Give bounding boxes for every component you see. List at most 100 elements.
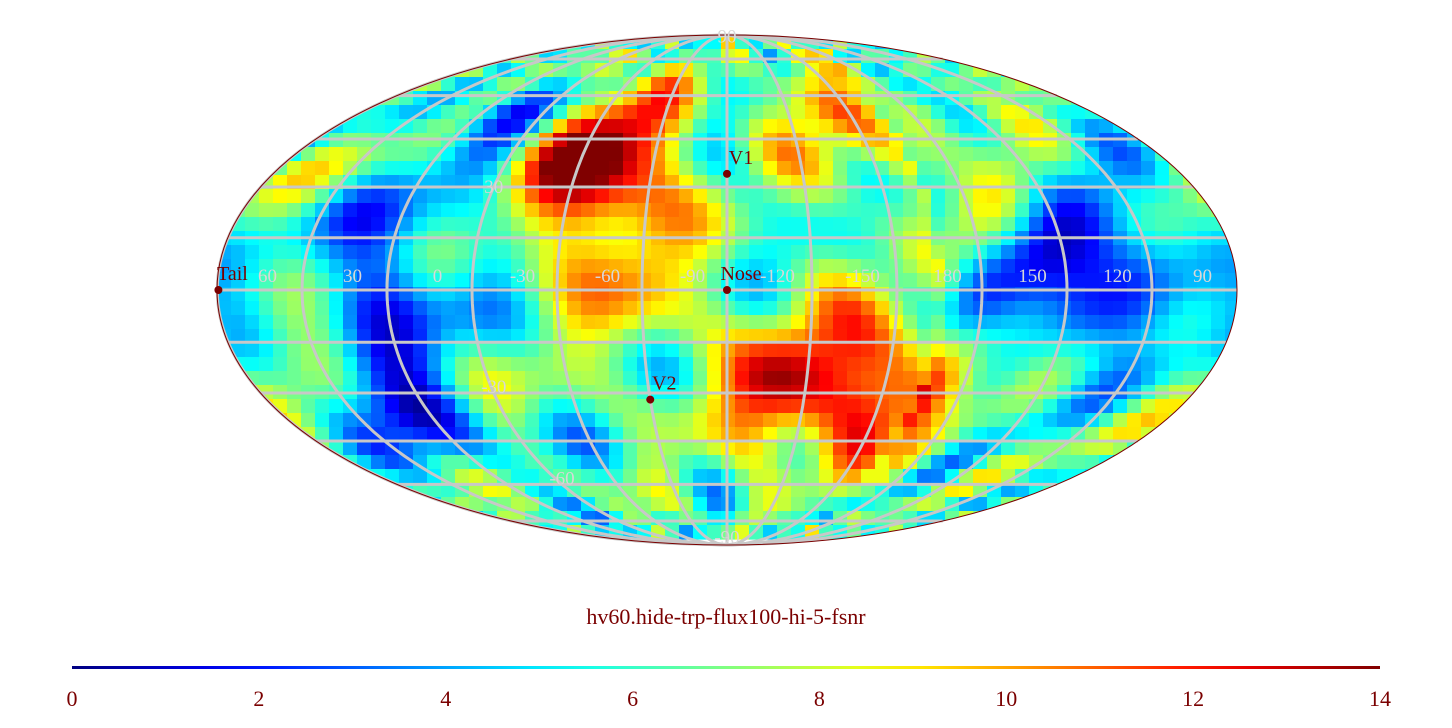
- heatmap-cell: [497, 273, 512, 288]
- heatmap-cell: [777, 329, 792, 344]
- heatmap-cell: [385, 147, 400, 162]
- heatmap-cell: [1085, 259, 1100, 274]
- heatmap-cell: [1029, 161, 1044, 176]
- heatmap-cell: [427, 301, 442, 316]
- heatmap-cell: [287, 315, 302, 330]
- heatmap-cell: [1225, 203, 1237, 218]
- heatmap-cell: [1001, 329, 1016, 344]
- heatmap-cell: [763, 469, 778, 484]
- heatmap-cell: [749, 413, 764, 428]
- heatmap-cell: [1099, 217, 1114, 232]
- heatmap-cell: [763, 399, 778, 414]
- heatmap-cell: [609, 217, 624, 232]
- heatmap-cell: [525, 315, 540, 330]
- heatmap-cell: [1127, 329, 1142, 344]
- heatmap-cell: [609, 455, 624, 470]
- heatmap-cell: [273, 343, 288, 358]
- heatmap-cell: [427, 399, 442, 414]
- heatmap-cell: [329, 273, 344, 288]
- heatmap-cell: [315, 189, 330, 204]
- heatmap-cell: [385, 105, 400, 120]
- heatmap-cell: [371, 413, 386, 428]
- heatmap-cell: [861, 91, 876, 106]
- heatmap-cell: [1085, 189, 1100, 204]
- heatmap-cell: [693, 301, 708, 316]
- heatmap-cell: [1029, 469, 1044, 484]
- heatmap-cell: [959, 329, 974, 344]
- heatmap-cell: [791, 245, 806, 260]
- heatmap-cell: [595, 483, 610, 498]
- heatmap-cell: [329, 259, 344, 274]
- heatmap-cell: [441, 441, 456, 456]
- heatmap-cell: [735, 203, 750, 218]
- heatmap-cell: [399, 147, 414, 162]
- heatmap-cell: [245, 273, 260, 288]
- longitude-label: -60: [595, 266, 620, 287]
- heatmap-cell: [1085, 441, 1100, 456]
- heatmap-cell: [399, 301, 414, 316]
- heatmap-cell: [679, 441, 694, 456]
- heatmap-cell: [413, 217, 428, 232]
- heatmap-cell: [735, 455, 750, 470]
- heatmap-cell: [735, 483, 750, 498]
- heatmap-cell: [385, 315, 400, 330]
- heatmap-cell: [903, 427, 918, 442]
- heatmap-cell: [343, 273, 358, 288]
- heatmap-cell: [1015, 371, 1030, 386]
- heatmap-cell: [301, 371, 316, 386]
- heatmap-cell: [567, 147, 582, 162]
- heatmap-cell: [1043, 413, 1058, 428]
- heatmap-cell: [567, 427, 582, 442]
- heatmap-cell: [875, 413, 890, 428]
- heatmap-cell: [763, 217, 778, 232]
- heatmap-cell: [917, 525, 932, 540]
- heatmap-cell: [847, 217, 862, 232]
- heatmap-cell: [805, 147, 820, 162]
- heatmap-cell: [539, 329, 554, 344]
- heatmap-cell: [665, 301, 680, 316]
- heatmap-cell: [735, 441, 750, 456]
- heatmap-cell: [1043, 259, 1058, 274]
- heatmap-cell: [539, 217, 554, 232]
- heatmap-cell: [1127, 315, 1142, 330]
- heatmap-cell: [329, 301, 344, 316]
- heatmap-cell: [301, 161, 316, 176]
- heatmap-cell: [273, 413, 288, 428]
- heatmap-cell: [987, 77, 1002, 92]
- heatmap-cell: [539, 455, 554, 470]
- heatmap-cell: [1183, 343, 1198, 358]
- heatmap-cell: [567, 441, 582, 456]
- heatmap-cell: [805, 119, 820, 134]
- heatmap-cell: [693, 91, 708, 106]
- heatmap-cell: [679, 147, 694, 162]
- heatmap-cell: [1113, 245, 1128, 260]
- heatmap-cell: [903, 343, 918, 358]
- heatmap-cell: [987, 259, 1002, 274]
- heatmap-cell: [357, 441, 372, 456]
- heatmap-cell: [861, 371, 876, 386]
- heatmap-cell: [1141, 301, 1156, 316]
- heatmap-cell: [931, 343, 946, 358]
- heatmap-cell: [441, 189, 456, 204]
- heatmap-cell: [763, 119, 778, 134]
- heatmap-cell: [371, 245, 386, 260]
- heatmap-cell: [987, 189, 1002, 204]
- heatmap-cell: [511, 343, 526, 358]
- heatmap-cell: [1001, 441, 1016, 456]
- heatmap-cell: [1127, 189, 1142, 204]
- heatmap-cell: [469, 161, 484, 176]
- heatmap-cell: [1141, 133, 1156, 148]
- heatmap-cell: [511, 119, 526, 134]
- heatmap-cell: [539, 483, 554, 498]
- heatmap-cell: [1071, 245, 1086, 260]
- heatmap-cell: [651, 91, 666, 106]
- heatmap-cell: [777, 189, 792, 204]
- heatmap-cell: [889, 105, 904, 120]
- heatmap-cell: [693, 483, 708, 498]
- heatmap-cell: [707, 357, 722, 372]
- heatmap-cell: [1015, 189, 1030, 204]
- heatmap-cell: [595, 203, 610, 218]
- heatmap-cell: [441, 161, 456, 176]
- heatmap-cell: [581, 315, 596, 330]
- heatmap-cell: [609, 399, 624, 414]
